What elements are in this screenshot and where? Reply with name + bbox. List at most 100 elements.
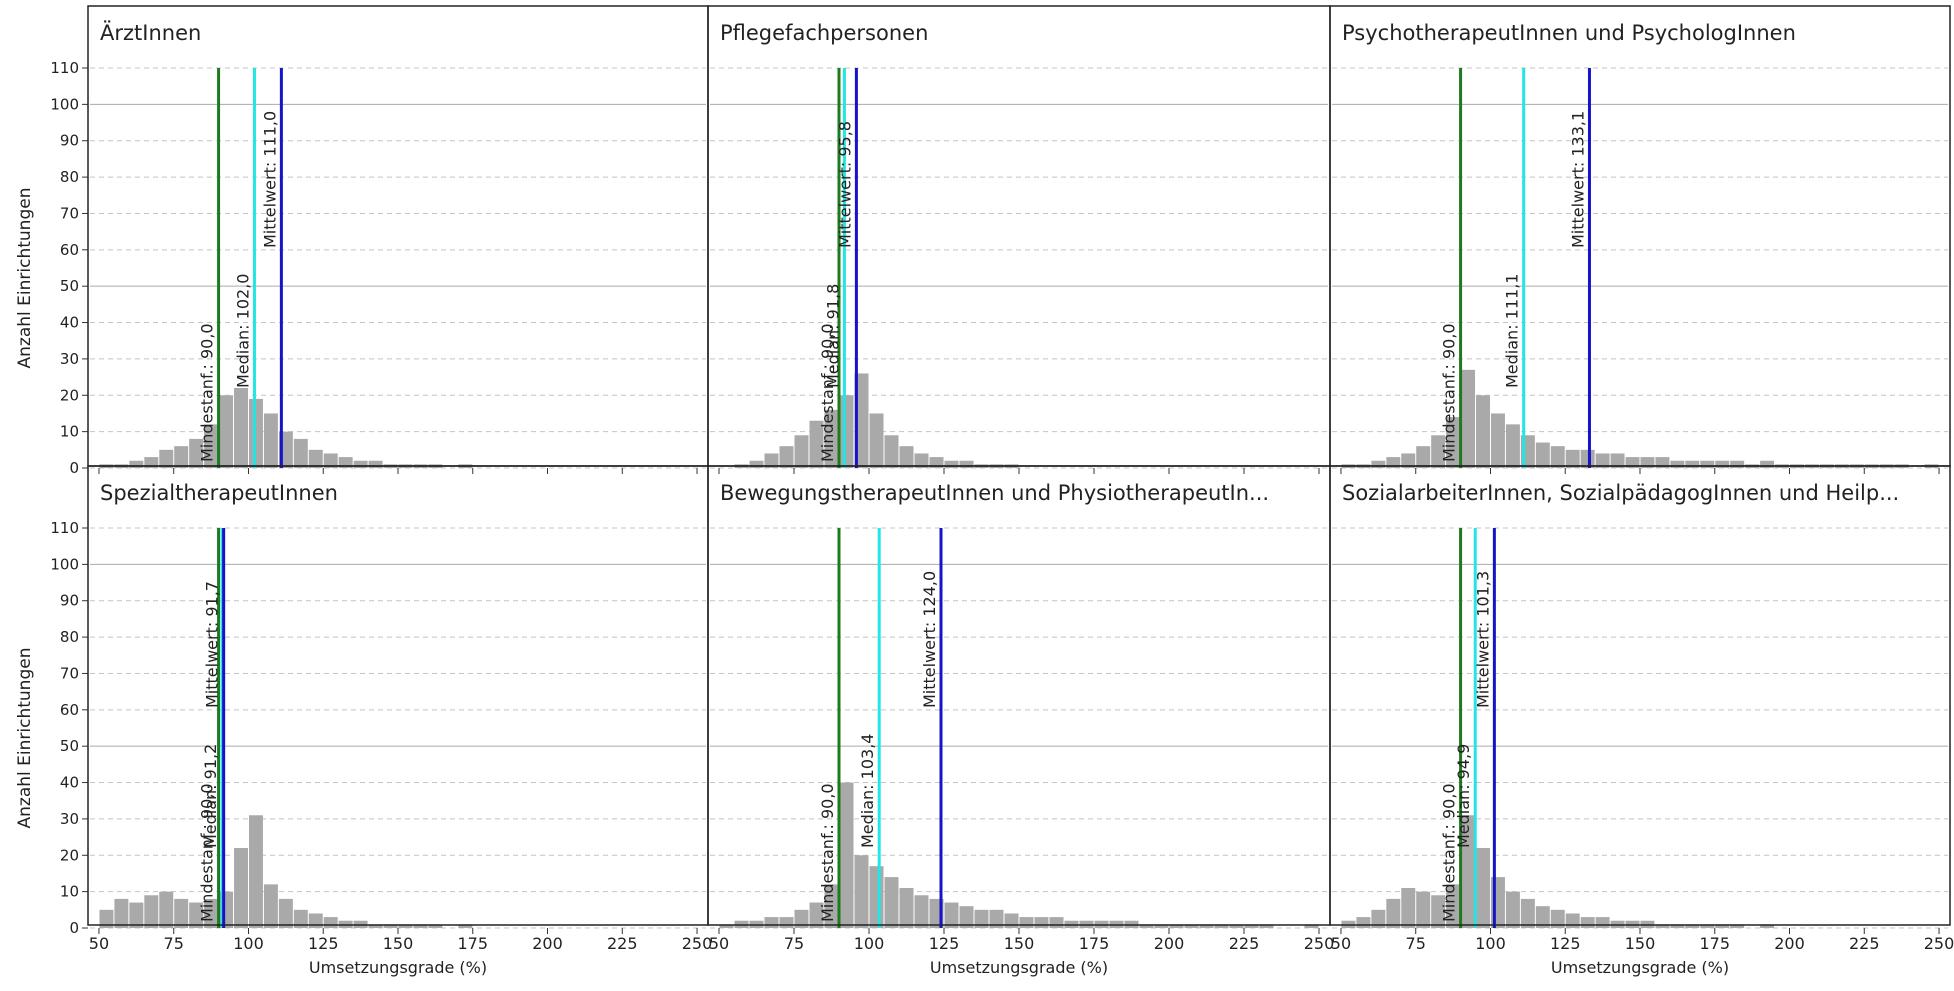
histogram-bar	[1446, 417, 1461, 468]
y-tick-label: 40	[60, 314, 79, 332]
histogram-bar	[794, 435, 809, 468]
histogram-bar	[428, 924, 443, 928]
y-tick-label: 70	[60, 204, 79, 222]
histogram-bar	[278, 898, 293, 928]
histogram-bar	[869, 413, 884, 468]
histogram-bar	[263, 413, 278, 468]
histogram-bar	[1476, 395, 1490, 468]
x-tick-label: 225	[1849, 934, 1880, 953]
histogram-bar	[1004, 913, 1019, 928]
histogram-bar	[869, 866, 884, 928]
histogram-bar	[854, 855, 869, 928]
histogram-bar	[1505, 891, 1520, 928]
y-tick-label: 80	[60, 628, 79, 646]
panel-title: ÄrztInnen	[100, 20, 201, 45]
histogram-bar	[959, 906, 974, 928]
histogram-bar	[794, 909, 809, 928]
y-tick-label: 0	[69, 459, 79, 477]
histogram-bar	[854, 373, 869, 468]
histogram-bar	[929, 457, 944, 468]
histogram-bar	[353, 460, 368, 468]
histogram-bar	[1034, 917, 1049, 928]
y-tick-label: 60	[60, 241, 79, 259]
x-tick-label: 175	[1079, 934, 1110, 953]
histogram-bar	[293, 438, 308, 468]
panel-title: Pflegefachpersonen	[720, 21, 928, 45]
histogram-bar	[884, 877, 899, 928]
histogram-bar	[293, 909, 308, 928]
histogram-bar	[1670, 924, 1685, 928]
histogram-bar	[1685, 924, 1700, 928]
histogram-bar	[1715, 460, 1730, 468]
histogram-bar	[1550, 446, 1565, 468]
histogram-bar	[1715, 924, 1730, 928]
panel-title: BewegungstherapeutInnen und Physiotherap…	[720, 481, 1269, 505]
x-axis-label: Umsetzungsgrade (%)	[1551, 958, 1729, 977]
x-tick-label: 125	[308, 934, 339, 953]
histogram-bar	[1565, 913, 1580, 928]
y-tick-label: 100	[50, 555, 79, 573]
x-tick-label: 150	[1625, 934, 1656, 953]
x-tick-label: 100	[854, 934, 885, 953]
histogram-bar	[1446, 884, 1461, 928]
median-label: Median: 111,1	[1503, 274, 1522, 388]
x-tick-label: 225	[1229, 934, 1260, 953]
y-axis-label: Anzahl Einrichtungen	[15, 648, 35, 829]
histogram-bar	[1199, 924, 1214, 928]
histogram-bar	[1670, 460, 1685, 468]
histogram-bar	[839, 395, 854, 468]
histogram-bar	[809, 420, 824, 468]
x-tick-label: 250	[682, 934, 713, 953]
x-tick-label: 225	[607, 934, 638, 953]
y-tick-label: 10	[60, 423, 79, 441]
histogram-bar	[1401, 888, 1416, 928]
histogram-bar	[1154, 924, 1169, 928]
y-tick-label: 30	[60, 810, 79, 828]
histogram-bar	[458, 924, 473, 928]
histogram-bar	[1214, 924, 1229, 928]
panel-title: PsychotherapeutInnen und PsychologInnen	[1342, 21, 1796, 45]
histogram-bar	[749, 460, 764, 468]
histogram-bar	[1520, 898, 1535, 928]
histogram-bar	[1461, 815, 1476, 928]
histogram-bar	[1356, 917, 1371, 928]
mittel-label: Mittelwert: 91,7	[203, 581, 222, 708]
histogram-bar	[779, 446, 794, 468]
histogram-bar	[1640, 457, 1655, 468]
y-tick-label: 40	[60, 774, 79, 792]
histogram-bar	[899, 446, 914, 468]
histogram-bar	[1184, 924, 1199, 928]
histogram-bar	[1371, 909, 1386, 928]
histogram-bar	[1019, 917, 1034, 928]
panel-title: SpezialtherapeutInnen	[100, 481, 338, 505]
histogram-bar	[413, 924, 428, 928]
histogram-bar	[1760, 460, 1775, 468]
histogram-bar	[1401, 453, 1416, 468]
histogram-bar	[248, 815, 263, 928]
mittel-label: Mittelwert: 133,1	[1568, 111, 1587, 248]
median-label: Median: 91,8	[823, 284, 842, 388]
x-tick-label: 125	[1550, 934, 1581, 953]
histogram-bar	[719, 924, 734, 928]
mindest-label: Mindestanf.: 90,0	[198, 783, 217, 922]
x-tick-label: 125	[929, 934, 960, 953]
x-tick-label: 75	[784, 934, 804, 953]
x-tick-label: 100	[1475, 934, 1506, 953]
histogram-bar	[1461, 369, 1476, 468]
histogram-bar	[234, 388, 248, 468]
histogram-bar	[159, 891, 174, 928]
histogram-bar	[204, 424, 219, 468]
histogram-bar	[1049, 917, 1064, 928]
histogram-bar	[308, 913, 323, 928]
y-axis-label: Anzahl Einrichtungen	[15, 188, 35, 369]
histogram-bar	[1595, 453, 1610, 468]
median-label: Median: 103,4	[858, 734, 877, 848]
histogram-bar	[129, 902, 144, 928]
y-tick-label: 0	[69, 919, 79, 937]
y-tick-label: 30	[60, 350, 79, 368]
histogram-bar	[1760, 924, 1775, 928]
y-tick-label: 50	[60, 737, 79, 755]
x-tick-label: 50	[709, 934, 729, 953]
histogram-bar	[1730, 924, 1745, 928]
